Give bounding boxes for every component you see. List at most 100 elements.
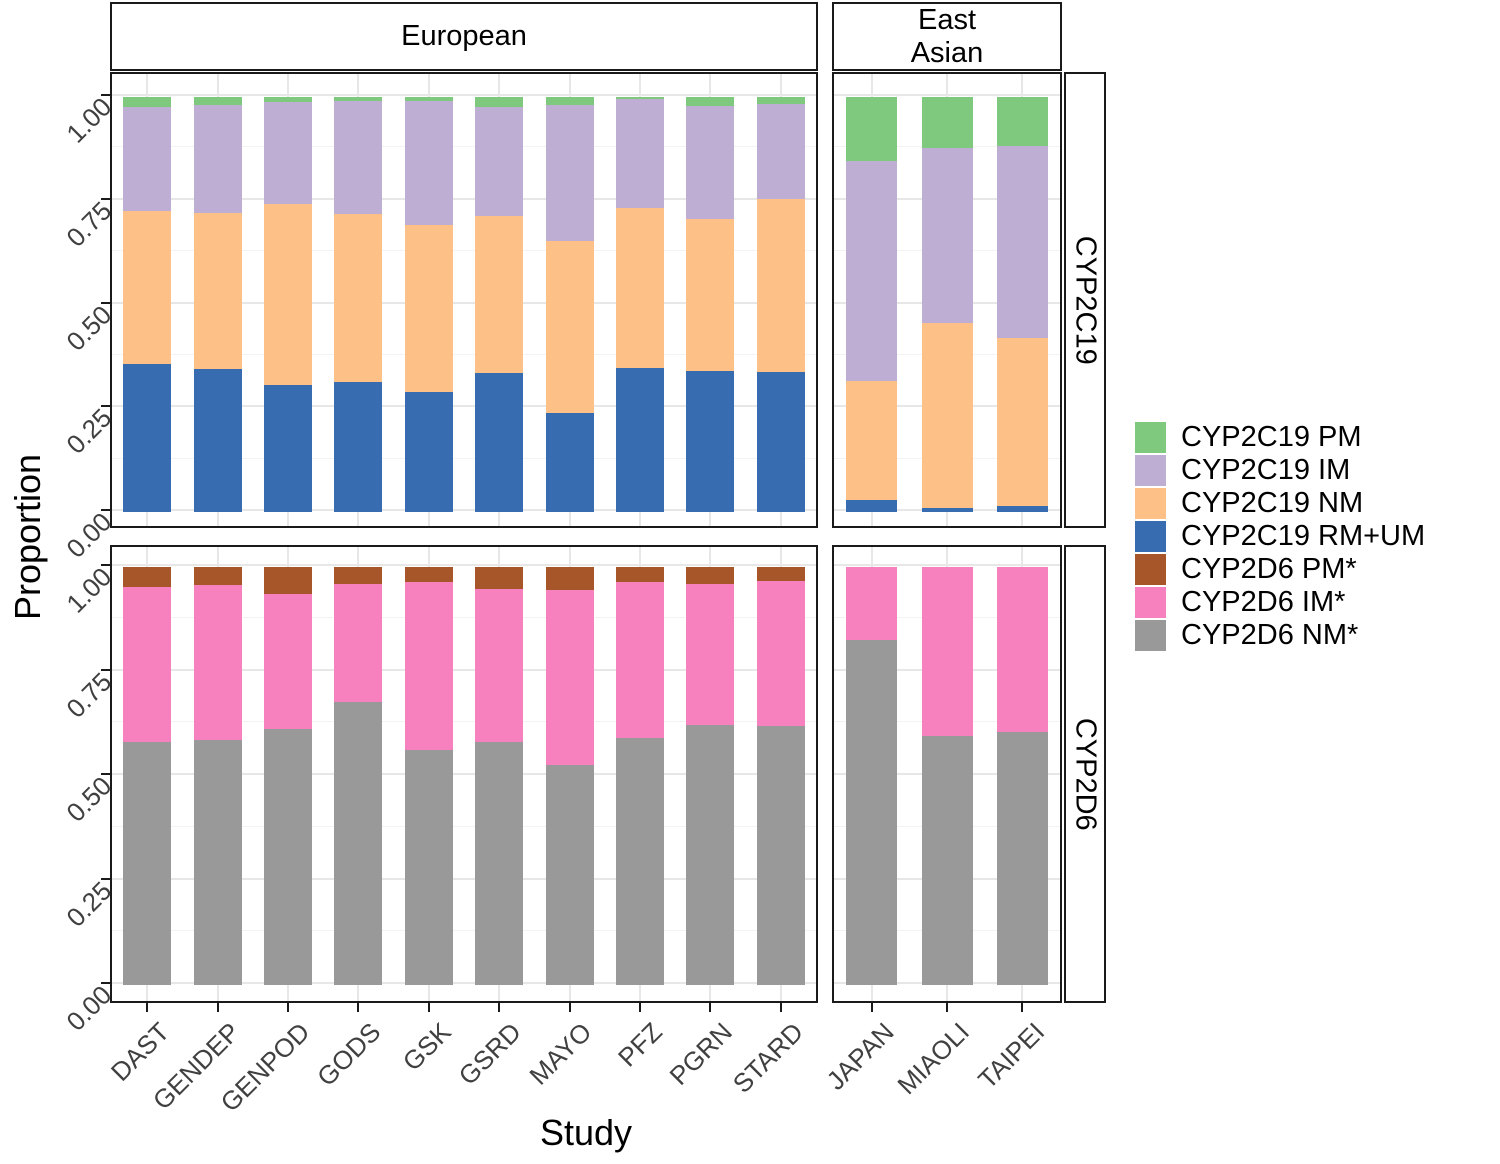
gridline-minor — [112, 250, 816, 252]
legend-label: CYP2D6 NM* — [1181, 619, 1359, 651]
y-axis-tick-label: 0.25 — [60, 402, 118, 460]
x-axis-tick-label: JAPAN — [820, 1016, 900, 1096]
gridline-minor — [112, 825, 816, 827]
y-axis-tick — [101, 773, 110, 775]
bar-segment-dast-cyp2c19-rm-um — [123, 364, 171, 512]
legend-label: CYP2D6 IM* — [1181, 586, 1346, 618]
legend-swatch — [1135, 554, 1166, 585]
x-axis-tick-label: DAST — [104, 1016, 176, 1087]
legend-item: CYP2C19 RM+UM — [1135, 521, 1425, 552]
bar-segment-genpod-cyp2c19-rm-um — [264, 385, 312, 512]
x-axis-tick — [287, 1003, 289, 1012]
y-axis-tick-label: 0.75 — [60, 195, 118, 253]
legend-swatch — [1135, 620, 1166, 651]
bar-segment-genpod-cyp2c19-im — [264, 101, 312, 205]
bar-segment-gsk-cyp2c19-pm — [405, 97, 453, 102]
panel-east-asian-cyp2d6 — [832, 545, 1062, 1003]
bar-segment-gsrd-cyp2d6-pm- — [475, 567, 523, 589]
facet-strip-european-label: European — [401, 20, 527, 53]
bar-segment-gsk-cyp2d6-nm- — [405, 750, 453, 985]
bar-segment-pgrn-cyp2c19-im — [686, 106, 734, 219]
y-axis-tick — [101, 982, 110, 984]
legend-item: CYP2D6 NM* — [1135, 620, 1358, 651]
gridline-minor — [112, 146, 816, 148]
bar-segment-gsk-cyp2d6-pm- — [405, 567, 453, 583]
gridline-major — [112, 773, 816, 775]
gridline-major — [112, 405, 816, 408]
bar-segment-miaoli-cyp2c19-nm — [922, 323, 973, 508]
bar-segment-miaoli-cyp2c19-pm — [922, 97, 973, 149]
legend-item: CYP2D6 PM* — [1135, 554, 1357, 585]
bar-segment-pfz-cyp2c19-nm — [616, 208, 664, 369]
legend-item: CYP2C19 PM — [1135, 422, 1362, 453]
y-axis-tick — [101, 509, 110, 511]
legend-swatch — [1135, 422, 1166, 453]
gridline-minor — [112, 457, 816, 459]
gridline-minor — [112, 930, 816, 932]
bar-segment-gendep-cyp2c19-im — [194, 104, 242, 214]
gridline-minor — [112, 721, 816, 723]
y-axis-tick-label: 0.25 — [60, 875, 118, 933]
bar-segment-genpod-cyp2d6-im- — [264, 593, 312, 729]
bar-segment-gsk-cyp2c19-rm-um — [405, 391, 453, 512]
x-axis-tick — [146, 1003, 149, 1012]
bar-segment-genpod-cyp2c19-pm — [264, 97, 312, 102]
legend-swatch — [1135, 587, 1166, 618]
bar-segment-pgrn-cyp2c19-nm — [686, 218, 734, 371]
x-axis-tick — [427, 1003, 430, 1012]
x-axis-tick-label: GSK — [396, 1016, 457, 1077]
bar-segment-mayo-cyp2d6-pm- — [546, 567, 594, 590]
facet-strip-cyp2d6-label: CYP2D6 — [1069, 717, 1102, 831]
bar-segment-stard-cyp2c19-im — [757, 104, 805, 199]
y-axis-title: Proportion — [7, 453, 48, 621]
bar-segment-stard-cyp2c19-pm — [757, 97, 805, 105]
bar-segment-dast-cyp2d6-pm- — [123, 567, 171, 588]
x-axis-tick-label: STARD — [726, 1016, 809, 1099]
legend-item: CYP2C19 IM — [1135, 455, 1350, 486]
facet-strip-cyp2c19: CYP2C19 — [1064, 72, 1106, 528]
bar-segment-gods-cyp2c19-rm-um — [334, 381, 382, 512]
gridline-major — [112, 877, 816, 880]
y-axis-tick — [101, 94, 110, 96]
bar-segment-gendep-cyp2c19-rm-um — [194, 368, 242, 512]
bar-segment-pfz-cyp2d6-im- — [616, 582, 664, 739]
bar-segment-miaoli-cyp2d6-im- — [922, 567, 973, 737]
x-axis-tick-label: MIAOLI — [891, 1016, 975, 1101]
x-axis-tick — [357, 1003, 360, 1012]
bar-segment-japan-cyp2c19-nm — [846, 381, 897, 500]
gridline-major — [112, 564, 816, 566]
bar-segment-japan-cyp2d6-nm- — [846, 640, 897, 985]
legend-label: CYP2D6 PM* — [1181, 553, 1357, 585]
bar-segment-gendep-cyp2d6-pm- — [194, 567, 242, 585]
bar-segment-japan-cyp2c19-pm — [846, 97, 897, 162]
bar-segment-gsrd-cyp2d6-im- — [475, 588, 523, 742]
bar-segment-taipei-cyp2d6-nm- — [997, 732, 1048, 985]
gridline-major — [112, 668, 816, 671]
bar-segment-japan-cyp2d6-im- — [846, 567, 897, 641]
y-axis-tick — [101, 301, 110, 304]
x-axis-tick — [709, 1003, 712, 1012]
gridline-minor — [112, 353, 816, 355]
x-axis-tick — [568, 1003, 571, 1012]
bar-segment-japan-cyp2c19-im — [846, 161, 897, 382]
panel-east-asian-cyp2c19 — [832, 72, 1062, 528]
bar-segment-gods-cyp2c19-im — [334, 101, 382, 215]
bar-segment-pgrn-cyp2d6-pm- — [686, 567, 734, 584]
x-axis-tick-label: GODS — [310, 1016, 387, 1092]
bar-segment-miaoli-cyp2c19-rm-um — [922, 507, 973, 512]
x-axis-tick — [498, 1003, 501, 1012]
bar-segment-miaoli-cyp2d6-nm- — [922, 736, 973, 985]
bar-segment-gsrd-cyp2c19-nm — [475, 216, 523, 374]
bar-segment-gods-cyp2d6-im- — [334, 583, 382, 702]
gridline-major — [112, 301, 816, 304]
legend: CYP2C19 PM CYP2C19 IM CYP2C19 NM CYP2C19 RM… — [1135, 422, 1475, 662]
bar-segment-pfz-cyp2c19-rm-um — [616, 368, 664, 512]
x-axis-tick-label: PFZ — [611, 1016, 668, 1073]
bar-segment-pfz-cyp2d6-pm- — [616, 567, 664, 583]
y-axis-tick — [101, 668, 110, 671]
x-axis-tick-label: GSRD — [452, 1016, 528, 1091]
legend-label: CYP2C19 NM — [1181, 487, 1364, 519]
bar-segment-gsk-cyp2c19-nm — [405, 225, 453, 392]
y-axis-tick-label: 0.75 — [60, 666, 118, 724]
